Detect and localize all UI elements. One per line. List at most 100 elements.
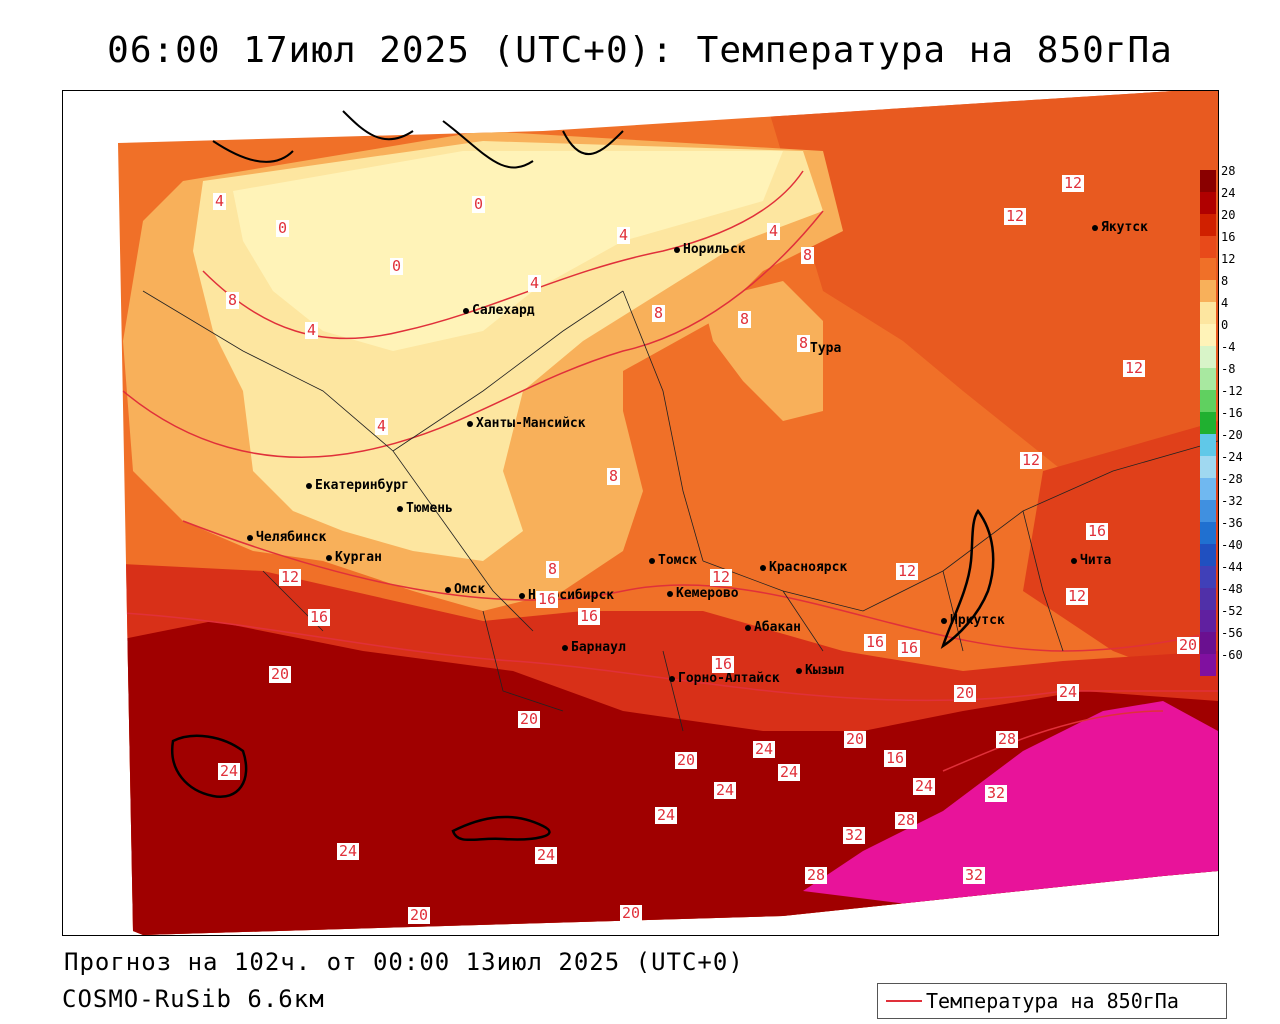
contour-label: 4 [305, 321, 319, 339]
temperature-colorbar [1200, 170, 1216, 676]
legend-box: Температура на 850гПа [877, 983, 1227, 1019]
city-barnaul: Барнаул [562, 640, 626, 655]
city-tyumen: Тюмень [397, 501, 453, 516]
cold-0-area [233, 151, 783, 351]
city-norilsk: Норильск [674, 242, 746, 257]
colorbar-step [1200, 632, 1216, 654]
contour-label: 12 [1062, 174, 1085, 192]
colorbar-tick-label: -40 [1221, 538, 1243, 552]
colorbar-step [1200, 346, 1216, 368]
colorbar-step [1200, 500, 1216, 522]
city-tura: Тура [800, 341, 842, 356]
colorbar-step [1200, 390, 1216, 412]
colorbar-step [1200, 566, 1216, 588]
extreme-32-area [803, 701, 1218, 911]
contour-label: 8 [546, 560, 560, 578]
city-chita: Чита [1070, 553, 1112, 568]
city-krasnoyarsk: Красноярск [759, 560, 848, 575]
colorbar-tick-label: -56 [1221, 626, 1243, 640]
contour-label: 16 [864, 633, 887, 651]
colorbar-step [1200, 544, 1216, 566]
lake-balkhash [451, 815, 551, 842]
colorbar-step [1200, 192, 1216, 214]
contour-label: 16 [536, 590, 559, 608]
east-warm-area [763, 91, 1218, 511]
contour-label: 32 [963, 866, 986, 884]
contour-label: 12 [1004, 207, 1027, 225]
colorbar-tick-label: 20 [1221, 208, 1236, 222]
contour-label: 24 [535, 846, 558, 864]
city-chelyabinsk: Челябинск [246, 530, 327, 545]
contour-label: 16 [1086, 522, 1109, 540]
contour-label: 24 [778, 763, 801, 781]
colorbar-tick-label: 24 [1221, 186, 1236, 200]
city-gorno-altaysk: Горно-Алтайск [669, 671, 780, 686]
isotherm-28 [942, 710, 1164, 772]
colorbar-step [1200, 258, 1216, 280]
contour-label: 24 [714, 781, 737, 799]
colorbar-step [1200, 522, 1216, 544]
temperature-map [62, 90, 1219, 936]
contour-label: 28 [805, 866, 828, 884]
colorbar-step [1200, 236, 1216, 258]
contour-label: 16 [884, 749, 907, 767]
contour-label: 28 [996, 730, 1019, 748]
colorbar-tick-label: -48 [1221, 582, 1243, 596]
contour-label: 4 [375, 417, 389, 435]
colorbar-step [1200, 610, 1216, 632]
city-yekaterinburg: Екатеринбург [306, 478, 409, 493]
east-16-area [1023, 421, 1218, 691]
colorbar-tick-label: 0 [1221, 318, 1229, 332]
colorbar-tick-label: 16 [1221, 230, 1236, 244]
colorbar-tick-label: 4 [1221, 296, 1229, 310]
colorbar-tick-label: -32 [1221, 494, 1243, 508]
contour-label: 20 [954, 684, 977, 702]
contour-label: 16 [898, 639, 921, 657]
arctic-coastline [212, 110, 624, 169]
contour-label: 20 [844, 730, 867, 748]
colorbar-tick-label: -16 [1221, 406, 1243, 420]
contour-label: 20 [1177, 636, 1200, 654]
contour-label: 12 [279, 568, 302, 586]
contour-label: 32 [985, 784, 1008, 802]
aral-sea [170, 734, 248, 799]
colorbar-step [1200, 214, 1216, 236]
contour-label: 24 [753, 740, 776, 758]
city-kyzyl: Кызыл [795, 663, 845, 678]
region-borders [142, 290, 1218, 732]
colorbar-step [1200, 302, 1216, 324]
contour-label: 4 [617, 226, 631, 244]
colorbar-step [1200, 368, 1216, 390]
city-khanty-mansiysk: Ханты-Мансийск [467, 416, 586, 431]
colorbar-step [1200, 280, 1216, 302]
contour-label: 0 [472, 195, 486, 213]
colorbar-step [1200, 478, 1216, 500]
lake-baikal [940, 508, 995, 650]
city-salekhard: Салехард [463, 303, 535, 318]
contour-label: 20 [269, 665, 292, 683]
colorbar-tick-label: -12 [1221, 384, 1243, 398]
colorbar-step [1200, 588, 1216, 610]
map-title: 06:00 17июл 2025 (UTC+0): Температура на… [107, 30, 1173, 71]
colorbar-tick-label: -52 [1221, 604, 1243, 618]
contour-label: 20 [620, 904, 643, 922]
city-yakutsk: Якутск [1092, 220, 1148, 235]
contour-label: 24 [218, 762, 241, 780]
contour-label: 24 [1057, 683, 1080, 701]
legend-line-swatch [886, 1000, 922, 1002]
contour-label: 4 [767, 222, 781, 240]
contour-label: 0 [276, 219, 290, 237]
isotherm-8 [122, 210, 824, 458]
contour-label: 12 [1066, 587, 1089, 605]
colorbar-tick-label: -44 [1221, 560, 1243, 574]
isotherm-16 [118, 610, 1218, 702]
contour-label: 16 [578, 607, 601, 625]
colorbar-tick-label: -4 [1221, 340, 1236, 354]
isotherm-12 [182, 520, 1218, 652]
colorbar-step [1200, 412, 1216, 434]
contour-label: 8 [797, 334, 811, 352]
colorbar-tick-label: -20 [1221, 428, 1243, 442]
isotherm-4 [202, 170, 804, 340]
legend-label: Температура на 850гПа [926, 989, 1179, 1013]
contour-label: 28 [895, 811, 918, 829]
